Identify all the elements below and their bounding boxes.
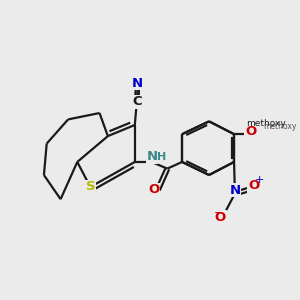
Text: C: C <box>132 95 142 108</box>
Text: methoxy: methoxy <box>263 122 297 131</box>
Text: methoxy: methoxy <box>246 119 286 128</box>
Text: −: − <box>214 208 223 218</box>
Text: S: S <box>85 181 95 194</box>
Text: H: H <box>158 152 167 162</box>
Text: O: O <box>148 183 159 196</box>
Text: N: N <box>132 77 143 90</box>
Text: +: + <box>255 175 264 185</box>
Text: O: O <box>215 211 226 224</box>
Text: N: N <box>229 184 241 197</box>
Text: N: N <box>146 150 158 164</box>
Text: O: O <box>248 179 259 192</box>
Text: O: O <box>245 125 256 138</box>
